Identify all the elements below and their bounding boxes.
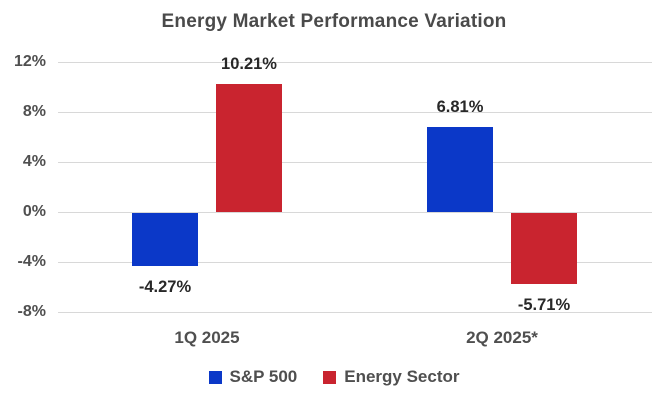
bar-energy-sector-2q-2025 (511, 213, 577, 285)
gridline-4 (58, 162, 652, 163)
ytick-8: 8% (22, 103, 46, 120)
value-label-energy-sector-1q-2025: 10.21% (221, 55, 277, 74)
legend: S&P 500 Energy Sector (0, 367, 668, 387)
ytick-0: 0% (22, 203, 46, 220)
chart-title: Energy Market Performance Variation (161, 11, 507, 32)
value-label-s-p-500-2q-2025: 6.81% (436, 97, 484, 116)
gridline-12 (58, 62, 652, 63)
gridline-8 (58, 112, 652, 113)
ytick-8: -8% (17, 303, 46, 320)
value-label-energy-sector-2q-2025: -5.71% (517, 296, 571, 315)
ytick-12: 12% (13, 53, 46, 70)
ytick-4: 4% (22, 153, 46, 170)
value-label-s-p-500-1q-2025: -4.27% (138, 278, 192, 297)
legend-item-sp500: S&P 500 (208, 367, 298, 387)
ytick-4: -4% (17, 253, 46, 270)
bar-energy-sector-1q-2025 (216, 84, 282, 212)
category-label-1q-2025: 1Q 2025 (174, 328, 240, 347)
category-label-2q-2025: 2Q 2025* (466, 328, 538, 347)
legend-swatch-sp500-icon (208, 370, 222, 384)
legend-label-energy-sector: Energy Sector (344, 367, 460, 386)
bar-s-p-500-2q-2025 (427, 126, 493, 212)
legend-label-sp500: S&P 500 (229, 367, 298, 386)
gridline-4 (58, 262, 652, 263)
bar-s-p-500-1q-2025 (132, 213, 198, 267)
gridline-0 (58, 212, 652, 213)
legend-swatch-energy-sector-icon (323, 370, 337, 384)
gridline-8 (58, 312, 652, 313)
legend-item-energy-sector: Energy Sector (323, 367, 460, 387)
